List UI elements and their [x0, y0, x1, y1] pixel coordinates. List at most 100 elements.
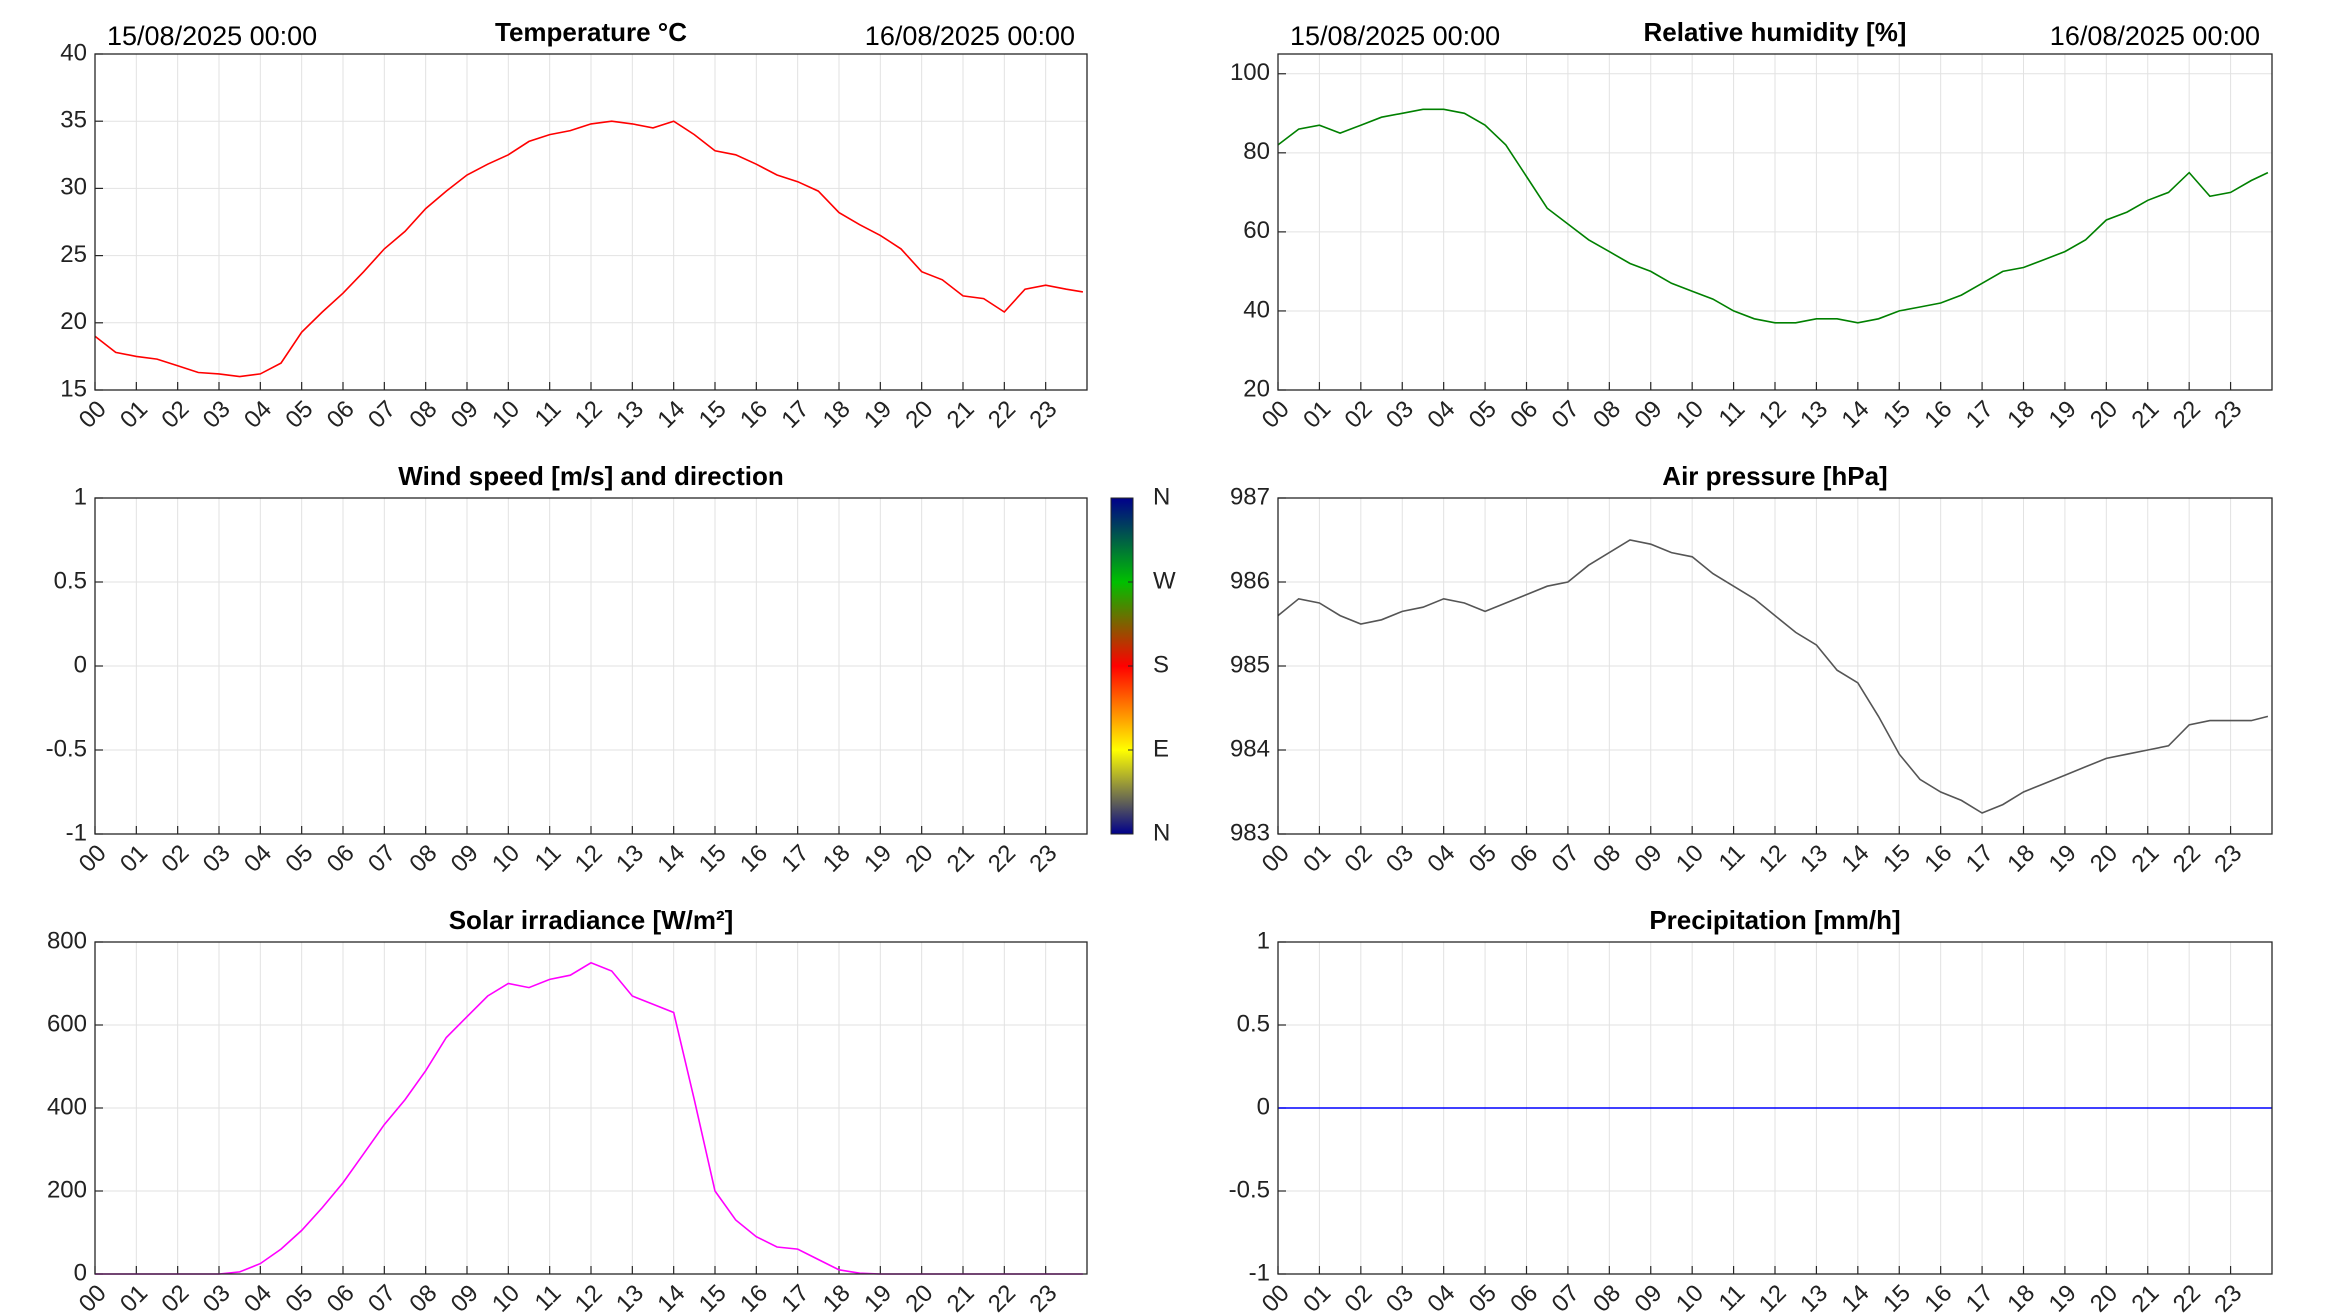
x-tick-label: 05	[280, 396, 318, 434]
x-tick-label: 19	[859, 396, 897, 434]
x-tick-label: 06	[1505, 1280, 1543, 1313]
x-tick-label: 23	[1024, 1280, 1062, 1313]
x-tick-label: 03	[198, 396, 236, 434]
x-tick-label: 05	[1464, 396, 1502, 434]
plot-frame	[1277, 497, 2273, 835]
x-tick-label: 19	[2044, 1280, 2082, 1313]
y-tick-label: 35	[60, 107, 87, 134]
x-tick-label: 08	[1588, 396, 1626, 434]
x-tick-label: 08	[1588, 1280, 1626, 1313]
annotation: 16/08/2025 00:00	[2050, 21, 2260, 51]
x-tick-label: 14	[1837, 840, 1875, 878]
chart-title: Precipitation [mm/h]	[1649, 905, 1900, 935]
x-tick-label: 12	[1754, 840, 1792, 878]
x-tick-label: 15	[694, 396, 732, 434]
x-tick-label: 11	[1714, 1280, 1751, 1313]
x-tick-label: 15	[1878, 1280, 1916, 1313]
x-tick-label: 02	[156, 840, 194, 878]
x-tick-label: 22	[983, 396, 1021, 434]
x-tick-label: 09	[446, 1280, 484, 1313]
x-tick-label: 23	[1024, 396, 1062, 434]
x-tick-label: 13	[1795, 840, 1833, 878]
x-tick-label: 07	[363, 396, 401, 434]
x-tick-label: 19	[2044, 396, 2082, 434]
x-tick-label: 09	[446, 840, 484, 878]
data-line	[94, 120, 1084, 378]
x-tick-label: 17	[1961, 840, 1999, 878]
x-tick-label: 11	[530, 840, 567, 877]
x-tick-label: 21	[942, 396, 980, 434]
y-tick-label: 800	[47, 927, 87, 954]
x-tick-label: 08	[404, 396, 442, 434]
x-tick-label: 10	[1671, 396, 1709, 434]
x-tick-label: 16	[735, 1280, 773, 1313]
y-tick-label: 984	[1230, 735, 1270, 762]
x-tick-label: 02	[1340, 1280, 1378, 1313]
y-tick-label: -1	[66, 819, 87, 846]
y-tick-label: 1	[74, 483, 87, 510]
x-tick-label: 20	[2085, 840, 2123, 878]
x-tick-label: 18	[818, 396, 856, 434]
x-tick-label: 17	[1961, 1280, 1999, 1313]
x-tick-label: 01	[1298, 840, 1336, 878]
x-tick-label: 06	[1505, 396, 1543, 434]
y-tick-label: 20	[60, 308, 87, 335]
x-tick-label: 18	[2002, 1280, 2040, 1313]
x-tick-label: 06	[322, 840, 360, 878]
x-tick-label: 07	[363, 840, 401, 878]
x-tick-label: 17	[776, 396, 814, 434]
x-tick-label: 10	[487, 1280, 525, 1313]
x-tick-label: 23	[2209, 1280, 2247, 1313]
x-tick-label: 05	[1464, 840, 1502, 878]
x-tick-label: 03	[1381, 396, 1419, 434]
y-tick-label: 60	[1243, 217, 1270, 244]
chart-title: Relative humidity [%]	[1644, 17, 1907, 47]
x-tick-label: 20	[2085, 396, 2123, 434]
x-tick-label: 23	[2209, 840, 2247, 878]
plot-frame	[1277, 941, 2273, 1275]
x-tick-label: 21	[2127, 840, 2165, 878]
x-tick-label: 01	[115, 396, 153, 434]
x-tick-label: 20	[2085, 1280, 2123, 1313]
y-tick-label: 0	[74, 651, 87, 678]
x-tick-label: 01	[1298, 1280, 1336, 1313]
x-tick-label: 10	[1671, 1280, 1709, 1313]
x-tick-label: 18	[818, 1280, 856, 1313]
x-tick-label: 06	[322, 396, 360, 434]
x-tick-label: 13	[1795, 1280, 1833, 1313]
x-tick-label: 14	[652, 1280, 690, 1313]
colorbar-label: W	[1153, 567, 1176, 594]
x-tick-label: 22	[2168, 1280, 2206, 1313]
x-tick-label: 22	[2168, 840, 2206, 878]
x-tick-label: 09	[1630, 396, 1668, 434]
x-tick-label: 16	[735, 396, 773, 434]
annotation: 16/08/2025 00:00	[865, 21, 1075, 51]
x-tick-label: 21	[942, 1280, 980, 1313]
x-tick-label: 14	[1837, 396, 1875, 434]
y-tick-label: -1	[1249, 1259, 1270, 1286]
x-tick-label: 03	[198, 840, 236, 878]
y-tick-label: 1	[1257, 927, 1270, 954]
x-tick-label: 13	[611, 1280, 649, 1313]
x-tick-label: 06	[322, 1280, 360, 1313]
x-tick-label: 14	[652, 840, 690, 878]
chart-title: Wind speed [m/s] and direction	[398, 461, 783, 491]
plot-frame	[94, 53, 1088, 391]
x-tick-label: 19	[859, 840, 897, 878]
x-tick-label: 01	[1298, 396, 1336, 434]
y-tick-label: 100	[1230, 59, 1270, 86]
x-tick-label: 08	[404, 1280, 442, 1313]
x-tick-label: 10	[487, 840, 525, 878]
chart-title: Air pressure [hPa]	[1662, 461, 1887, 491]
x-tick-label: 19	[859, 1280, 897, 1313]
x-tick-label: 09	[1630, 1280, 1668, 1313]
annotation: 15/08/2025 00:00	[107, 21, 317, 51]
y-tick-label: 40	[60, 39, 87, 66]
data-line	[1277, 108, 2269, 324]
x-tick-label: 17	[1961, 396, 1999, 434]
y-tick-label: 20	[1243, 375, 1270, 402]
y-tick-label: 0.5	[1237, 1010, 1270, 1037]
y-tick-label: 25	[60, 241, 87, 268]
x-tick-label: 11	[530, 396, 567, 433]
